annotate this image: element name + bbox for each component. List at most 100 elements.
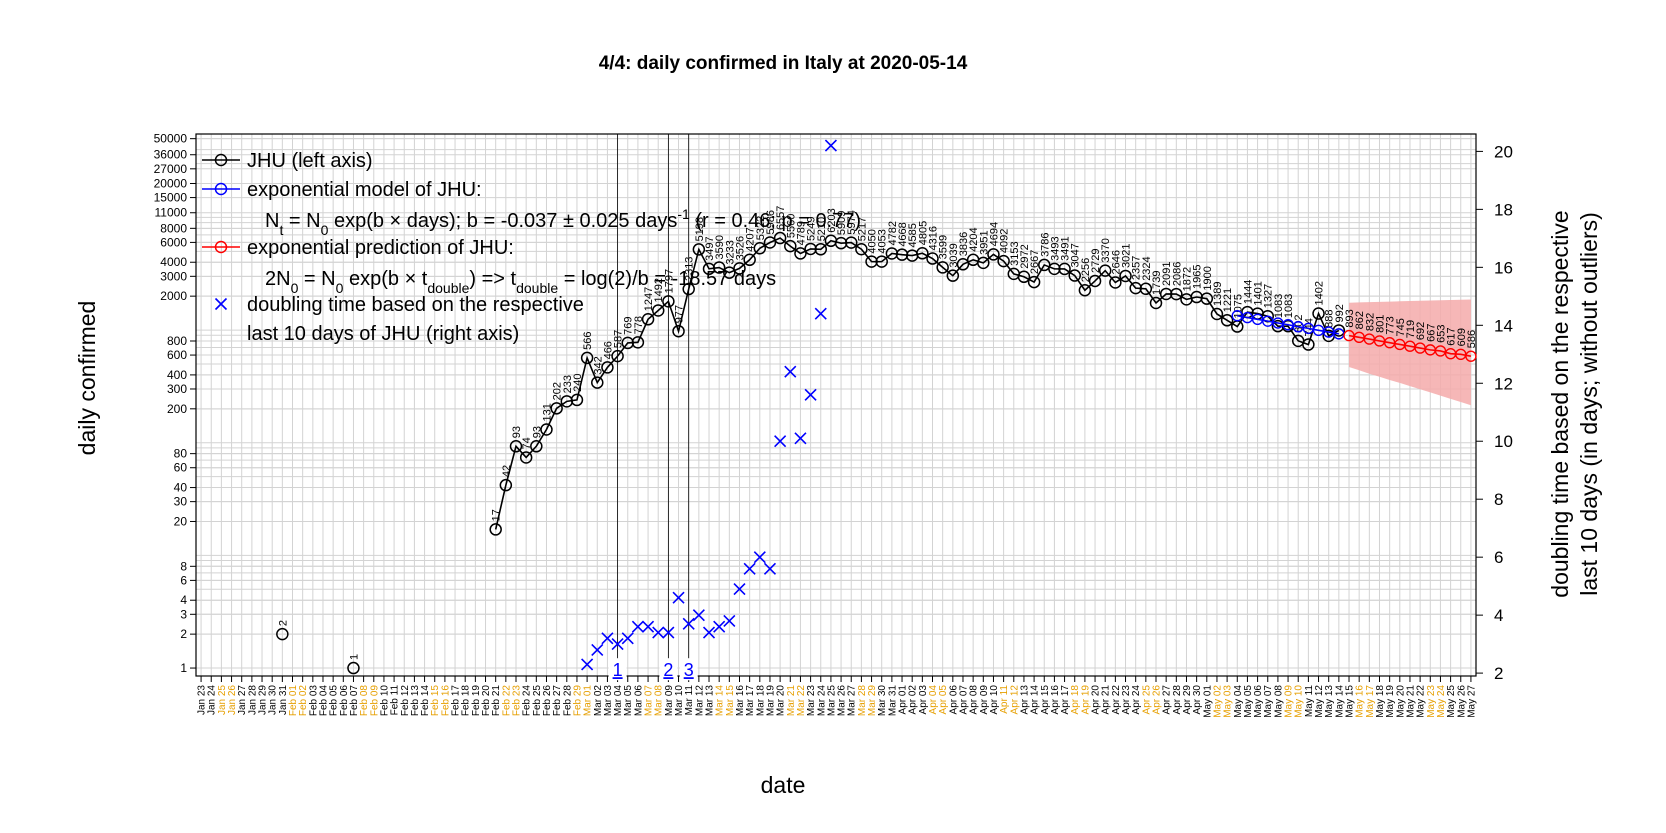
event-label-bg: [679, 658, 698, 681]
x-tick-label: Feb 27: [552, 685, 563, 717]
x-tick-label: Feb 18: [461, 685, 472, 717]
x-tick-label: Apr 15: [1040, 685, 1051, 715]
observed-point: [1170, 287, 1183, 301]
y-tick-label: 80: [174, 447, 188, 461]
observed-point: [844, 236, 858, 249]
x-tick-label: Apr 23: [1121, 685, 1132, 715]
prediction-point: [1434, 345, 1447, 357]
observed-point: [509, 440, 523, 453]
x-tick-label: Mar 20: [776, 685, 787, 717]
x-tick-label: Apr 06: [948, 685, 959, 715]
y2-axis-title-line1: doubling time based on the respective: [1547, 210, 1573, 597]
observed-value-label: 4782: [887, 221, 899, 245]
observed-point: [763, 236, 777, 249]
observed-point: [641, 313, 655, 326]
observed-point: [662, 295, 675, 308]
observed-point: [855, 242, 868, 256]
x-tick-label: Mar 03: [603, 685, 614, 717]
x-tick-label: Mar 22: [796, 685, 807, 717]
x-tick-label: Feb 24: [522, 685, 533, 717]
legend-jhu-marker: [214, 153, 228, 167]
observed-point: [1068, 269, 1081, 282]
y-tick-label: 3000: [160, 269, 187, 283]
observed-value-label: 4694: [988, 222, 1000, 246]
legend: JHU (left axis) exponential model of JHU:…: [202, 150, 861, 345]
y-tick-label: 36000: [154, 148, 188, 162]
y-tick-label: 8000: [160, 221, 187, 235]
x-tick-label: Jan 30: [268, 685, 279, 715]
doubling-time-point: [743, 562, 756, 575]
y-tick-label: 200: [167, 402, 187, 416]
doubling-time-point: [733, 582, 746, 596]
observed-value-label: 1247: [643, 287, 655, 311]
event-label-bg: [608, 658, 627, 681]
x-tick-label: May 23: [1426, 685, 1437, 718]
observed-point: [347, 661, 360, 675]
doubling-time-point: [763, 562, 777, 575]
x-tick-label: May 03: [1223, 685, 1234, 718]
x-tick-label: May 19: [1385, 685, 1396, 718]
y-tick-label: 20000: [154, 176, 188, 190]
x-tick-label: Jan 26: [227, 685, 238, 715]
observed-value-label: 3039: [948, 243, 960, 267]
plot-frame: [195, 133, 1477, 677]
observed-point: [1098, 264, 1112, 277]
x-tick-label: Mar 18: [755, 685, 766, 717]
observed-point: [489, 523, 502, 536]
observed-point: [1139, 282, 1153, 296]
prediction-value-label: 692: [1415, 322, 1427, 340]
observed-point: [712, 261, 726, 274]
observed-value-label: 5909: [836, 211, 848, 235]
observed-value-label: 466: [602, 341, 614, 359]
observed-point: [926, 252, 939, 265]
doubling-time-point: [692, 609, 705, 622]
x-tick-label: May 24: [1436, 685, 1447, 718]
x-tick-label: Feb 17: [451, 685, 462, 717]
legend-prediction-label: exponential prediction of JHU:: [247, 237, 514, 259]
x-tick-label: Feb 16: [440, 685, 451, 717]
y-tick-label: 6: [180, 573, 187, 587]
x-tick-label: Apr 12: [1009, 685, 1020, 715]
x-tick-label: May 02: [1212, 685, 1223, 718]
x-tick-label: May 22: [1416, 685, 1427, 718]
observed-value-label: 1401: [1253, 281, 1265, 305]
y-tick-label: 4000: [160, 255, 187, 269]
x-tick-label: May 01: [1202, 685, 1213, 718]
x-tick-label: Mar 28: [857, 685, 868, 717]
observed-value-label: 1797: [663, 269, 675, 293]
y-tick-label: 2000: [160, 289, 187, 303]
event-label-bg: [659, 658, 678, 681]
x-tick-label: Mar 07: [644, 685, 655, 717]
x-tick-label: Apr 16: [1050, 685, 1061, 715]
x-tick-label: Apr 28: [1172, 685, 1183, 715]
x-tick-label: May 21: [1405, 685, 1416, 718]
x-tick-label: May 14: [1334, 685, 1345, 718]
observed-value-label: 5322: [755, 216, 767, 240]
legend-doubling-marker: [214, 297, 228, 311]
y2-tick-label: 6: [1494, 548, 1503, 567]
x-tick-label: Mar 04: [613, 685, 624, 717]
observed-point: [814, 243, 828, 256]
observed-value-label: 4585: [907, 223, 919, 247]
x-tick-label: Jan 27: [237, 685, 248, 715]
x-tick-label: Apr 21: [1101, 685, 1112, 715]
x-tick-label: May 09: [1284, 685, 1295, 718]
x-tick-label: Apr 30: [1192, 685, 1203, 715]
observed-value-label: 1492: [653, 278, 665, 302]
x-tick-label: Mar 31: [887, 685, 898, 717]
observed-value-label: 2086: [1171, 262, 1183, 286]
observed-point: [1159, 287, 1173, 301]
prediction-value-label: 719: [1405, 320, 1417, 338]
x-tick-label: Mar 27: [847, 685, 858, 717]
observed-point: [631, 336, 645, 349]
observed-value-label: 1389: [1212, 282, 1224, 306]
legend-model-formula: Nt = N0 exp(b × days); b = -0.037 ± 0.02…: [265, 206, 861, 238]
y-tick-label: 800: [167, 334, 187, 348]
x-tick-label: Apr 09: [979, 685, 990, 715]
doubling-time-point: [621, 632, 634, 645]
observed-value-label: 3590: [714, 235, 726, 259]
y-tick-label: 11000: [155, 206, 188, 220]
x-tick-label: Jan 24: [207, 685, 218, 715]
x-tick-label: Apr 02: [908, 685, 919, 715]
doubling-time-point: [723, 614, 736, 627]
